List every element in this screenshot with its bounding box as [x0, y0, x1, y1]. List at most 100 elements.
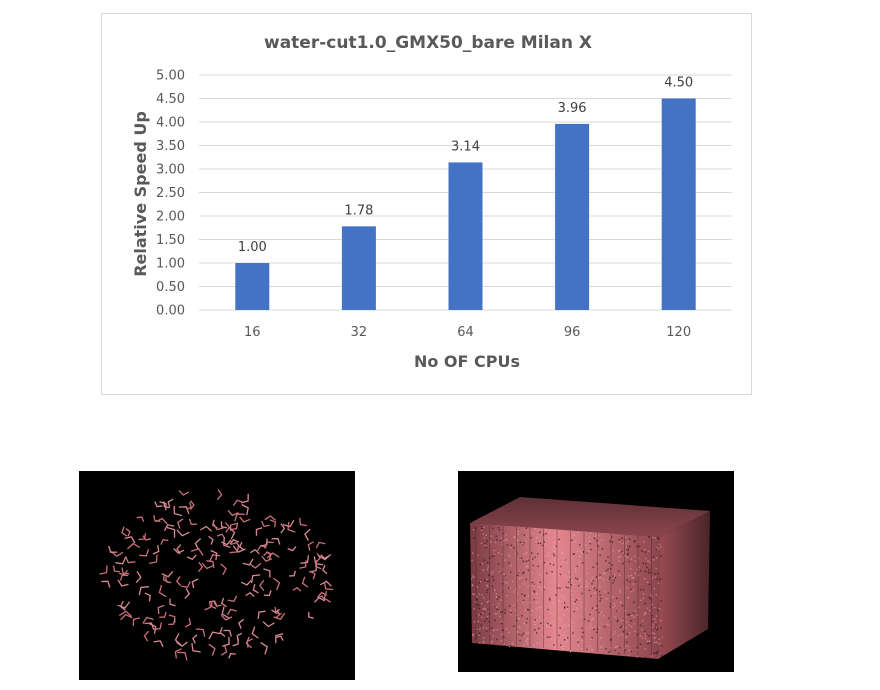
molecule-speck: [485, 580, 487, 583]
molecule-speck: [619, 555, 621, 558]
water-molecule: [220, 597, 227, 608]
molecule-speck: [547, 636, 549, 638]
molecule-speck: [549, 581, 552, 584]
molecule-speck: [522, 583, 525, 585]
molecule-speck: [577, 639, 579, 641]
molecule-speck: [574, 570, 577, 572]
molecule-speck: [549, 623, 551, 625]
molecule-speck: [633, 612, 635, 614]
molecule-speck: [655, 567, 657, 570]
molecule-speck: [514, 609, 517, 611]
molecule-speck: [608, 578, 610, 580]
water-molecule: [213, 601, 222, 608]
molecule-speck: [537, 581, 539, 584]
water-molecule: [275, 632, 284, 644]
molecule-speck: [570, 557, 572, 560]
water-molecule: [299, 517, 307, 527]
water-molecule: [304, 528, 311, 541]
molecule-speck: [540, 606, 542, 608]
molecule-speck: [596, 609, 598, 612]
molecule-speck: [597, 545, 599, 547]
y-tick-label: 4.50: [156, 92, 185, 107]
molecule-speck: [550, 611, 552, 614]
molecule-speck: [571, 539, 573, 542]
molecule-speck: [651, 655, 654, 657]
molecule-speck: [642, 597, 644, 599]
y-tick-label: 0.00: [156, 304, 185, 319]
molecule-speck: [558, 538, 560, 541]
molecule-speck: [534, 629, 536, 631]
molecule-speck: [628, 645, 630, 648]
molecule-speck: [583, 628, 585, 630]
molecule-speck: [473, 576, 475, 579]
molecule-speck: [643, 593, 645, 595]
molecule-speck: [608, 651, 610, 653]
molecule-speck: [647, 642, 649, 645]
molecule-speck: [625, 616, 627, 618]
molecule-speck: [623, 619, 625, 621]
molecule-speck: [619, 626, 622, 629]
molecule-speck: [545, 554, 548, 556]
molecule-speck: [591, 618, 593, 620]
molecule-speck: [486, 540, 488, 542]
water-molecule: [115, 557, 127, 565]
water-molecule: [192, 634, 198, 644]
molecule-speck: [561, 595, 563, 597]
molecule-speck: [612, 596, 614, 598]
water-molecule: [144, 592, 151, 602]
molecule-speck: [482, 612, 484, 614]
molecule-speck: [509, 609, 512, 611]
molecule-speck: [594, 607, 596, 609]
molecule-speck: [618, 635, 620, 637]
molecule-speck: [609, 639, 612, 641]
molecule-speck: [586, 572, 589, 574]
molecule-speck: [547, 537, 549, 539]
water-molecule: [265, 551, 272, 561]
molecule-speck: [534, 556, 536, 558]
molecule-render-box: [458, 471, 734, 672]
water-molecule: [300, 555, 310, 564]
molecule-speck: [605, 570, 608, 572]
water-molecule: [223, 629, 232, 637]
molecule-speck: [644, 630, 646, 632]
molecule-speck: [572, 609, 574, 611]
molecule-speck: [529, 602, 531, 604]
molecule-speck: [618, 541, 621, 543]
water-molecule: [216, 489, 223, 501]
molecule-speck: [538, 616, 541, 618]
molecule-speck: [484, 620, 486, 622]
water-molecule: [176, 529, 190, 537]
molecule-speck: [492, 527, 494, 529]
molecule-speck: [522, 543, 524, 546]
molecule-speck: [543, 586, 546, 588]
molecule-speck: [545, 624, 548, 626]
molecule-speck: [479, 628, 481, 630]
molecule-speck: [638, 545, 641, 548]
molecule-speck: [504, 581, 506, 584]
molecule-speck: [624, 536, 627, 538]
molecule-speck: [624, 554, 626, 556]
molecule-speck: [600, 637, 602, 639]
molecule-speck: [504, 612, 506, 614]
molecule-speck: [559, 573, 561, 576]
molecule-speck: [601, 548, 604, 550]
molecule-speck: [642, 589, 645, 591]
molecule-speck: [579, 604, 581, 606]
molecule-speck: [476, 604, 478, 606]
molecule-speck: [551, 621, 553, 623]
water-molecule: [262, 621, 275, 628]
molecule-speck: [548, 552, 550, 554]
molecule-speck: [634, 580, 637, 583]
molecule-speck: [539, 574, 541, 576]
molecule-speck: [493, 549, 496, 552]
molecule-speck: [643, 613, 645, 616]
water-molecule: [320, 554, 330, 560]
molecule-speck: [593, 626, 596, 629]
molecule-speck: [596, 611, 598, 614]
molecule-speck: [519, 541, 522, 543]
molecule-speck: [617, 646, 619, 648]
water-molecule: [119, 569, 128, 576]
molecule-speck: [589, 541, 591, 543]
molecule-speck: [585, 581, 588, 583]
molecule-speck: [642, 562, 645, 564]
